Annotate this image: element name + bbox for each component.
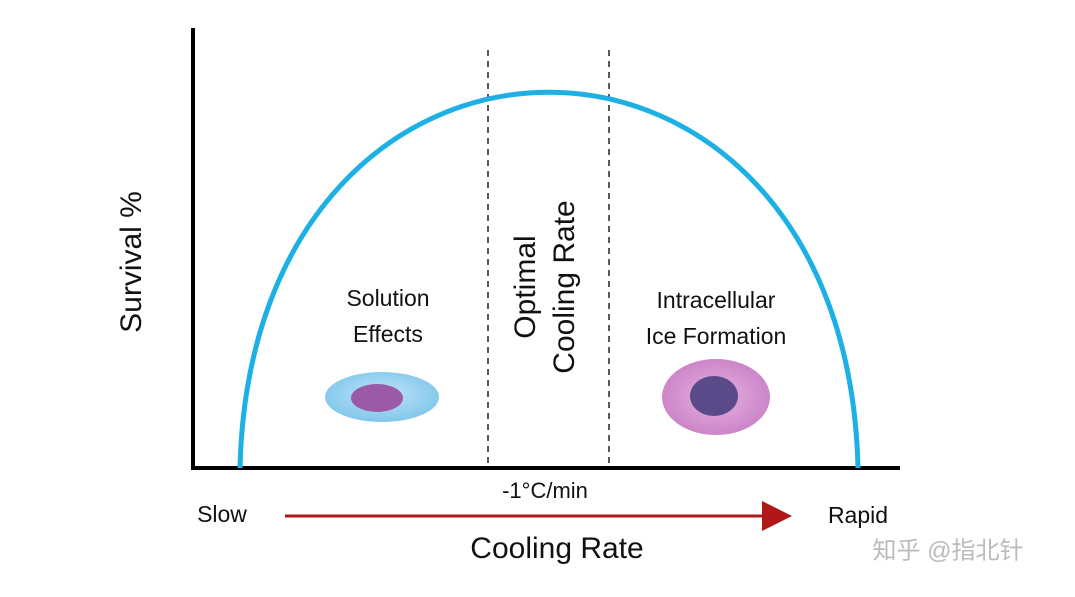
region-label: Effects [353,321,423,347]
cell-shrunken [325,372,439,422]
watermark: 知乎 @指北针 [872,537,1023,564]
region-label: Solution [346,285,429,311]
region-label: Intracellular [657,287,776,313]
rapid-label: Rapid [828,502,888,528]
y-axis-label: Survival % [115,191,148,333]
survival-curve [237,89,861,469]
x-axis-label: Cooling Rate [470,532,643,565]
region-label: Cooling Rate [548,200,581,373]
region-label: Optimal [509,235,542,338]
region-label: Ice Formation [646,323,787,349]
rate-label: -1°C/min [502,478,588,503]
cell-ice [662,359,770,435]
slow-label: Slow [197,501,247,527]
